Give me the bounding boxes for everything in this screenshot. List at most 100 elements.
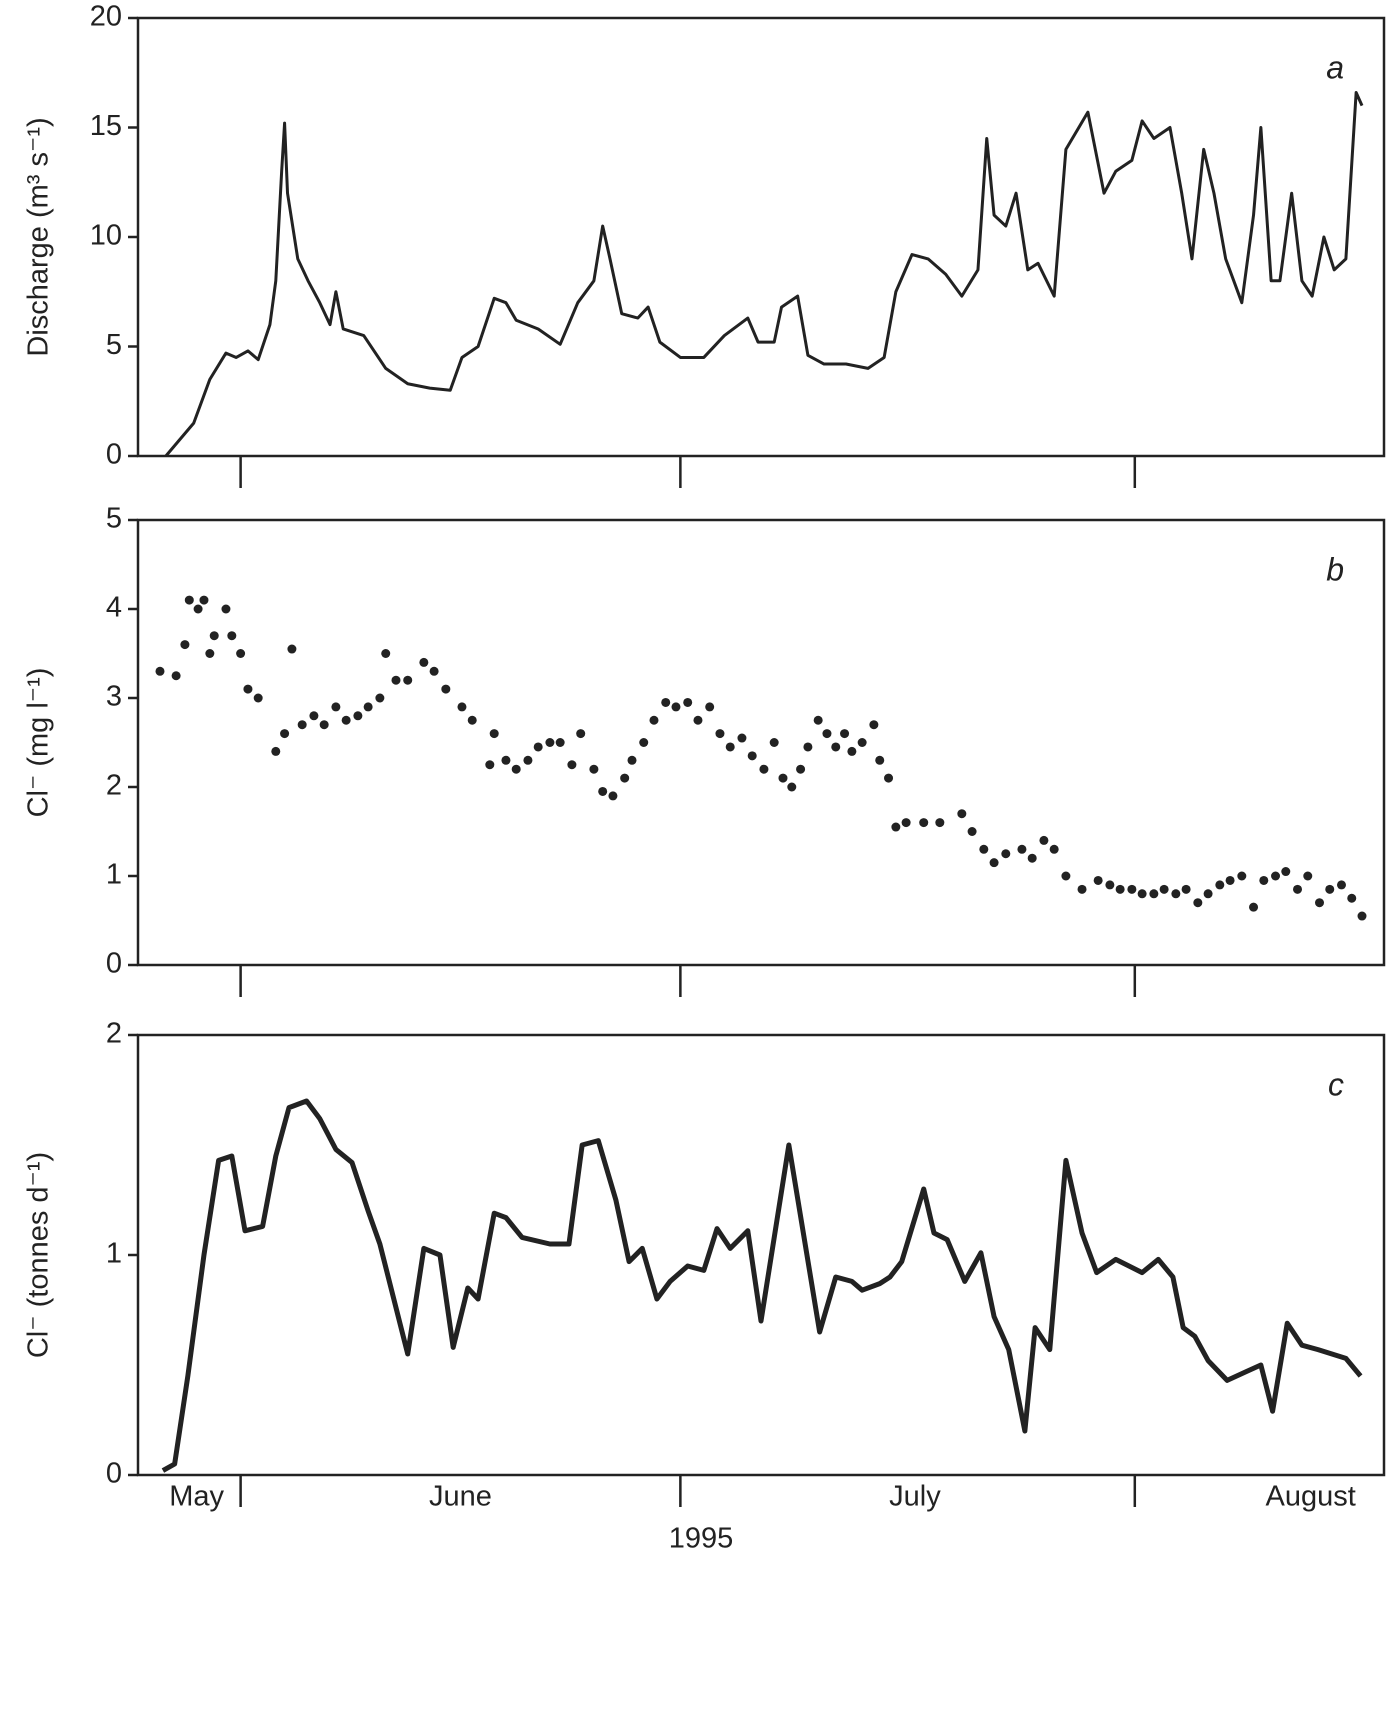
y-tick-label: 20 xyxy=(90,1,122,33)
data-point xyxy=(1181,884,1191,894)
plot-frame xyxy=(136,16,1386,458)
data-point xyxy=(725,742,735,752)
data-point xyxy=(511,764,521,774)
data-point xyxy=(341,715,351,725)
data-point xyxy=(935,818,945,828)
data-point xyxy=(989,858,999,868)
data-point xyxy=(1171,889,1181,899)
data-point xyxy=(236,649,246,658)
data-point xyxy=(769,738,779,747)
data-point xyxy=(375,693,385,703)
data-point xyxy=(227,631,237,641)
panel-letter: b xyxy=(1326,551,1344,587)
data-point xyxy=(759,764,769,774)
y-axis-label: Cl⁻ (tonnes d⁻¹) xyxy=(23,1152,55,1358)
data-point xyxy=(319,720,329,730)
data-point xyxy=(1347,893,1357,903)
data-point xyxy=(243,684,253,694)
data-point xyxy=(1049,844,1059,854)
data-point xyxy=(419,657,429,667)
data-point xyxy=(715,729,725,739)
y-tick-label: 5 xyxy=(106,329,122,361)
x-tick-label: June xyxy=(429,1481,492,1513)
data-point xyxy=(280,729,290,739)
data-point xyxy=(957,809,967,819)
data-point xyxy=(523,755,533,765)
panel-letter: a xyxy=(1326,49,1344,85)
data-point xyxy=(919,818,929,828)
data-point xyxy=(847,746,857,756)
data-point xyxy=(1115,884,1125,894)
data-point xyxy=(205,649,215,658)
data-point xyxy=(1077,884,1087,894)
data-point xyxy=(576,729,586,739)
data-point xyxy=(180,640,190,650)
data-point xyxy=(683,697,693,707)
y-tick-label: 0 xyxy=(106,439,122,471)
data-point xyxy=(199,595,209,605)
data-point xyxy=(1017,844,1027,854)
data-point xyxy=(221,604,231,614)
data-point xyxy=(441,684,451,694)
data-point xyxy=(1336,880,1346,890)
data-point xyxy=(875,755,885,765)
y-tick-label: 3 xyxy=(106,681,122,713)
data-point xyxy=(967,827,977,836)
data-point xyxy=(193,604,203,614)
data-point xyxy=(297,720,307,730)
data-line xyxy=(164,90,1364,457)
data-point xyxy=(1137,889,1147,899)
data-point xyxy=(155,666,165,676)
data-point xyxy=(796,764,806,774)
data-point xyxy=(1357,911,1367,921)
data-point xyxy=(598,786,608,796)
data-point xyxy=(589,764,599,774)
data-point xyxy=(778,773,788,783)
data-point xyxy=(901,818,911,828)
data-point xyxy=(884,773,894,783)
data-point xyxy=(403,675,413,685)
data-point xyxy=(533,742,543,752)
y-tick-label: 1 xyxy=(106,859,122,891)
data-point xyxy=(891,822,901,832)
data-point xyxy=(1027,853,1037,863)
y-tick-label: 4 xyxy=(106,592,122,624)
data-point xyxy=(840,729,850,739)
data-point xyxy=(1259,875,1269,885)
data-point xyxy=(457,702,467,712)
x-axis-label: 1995 xyxy=(669,1523,734,1555)
data-point xyxy=(467,715,477,725)
data-point xyxy=(661,697,671,707)
data-point xyxy=(287,644,297,654)
y-tick-label: 2 xyxy=(106,1018,122,1050)
data-point xyxy=(737,733,747,743)
data-point xyxy=(627,755,637,765)
y-axis-label: Cl⁻ (mg l⁻¹) xyxy=(23,668,55,818)
data-point xyxy=(381,649,391,658)
data-point xyxy=(485,760,495,770)
data-point xyxy=(787,782,797,792)
data-point xyxy=(429,666,439,676)
data-point xyxy=(1249,902,1259,912)
data-point xyxy=(1203,889,1213,899)
data-point xyxy=(822,729,832,739)
data-point xyxy=(803,742,813,752)
data-point xyxy=(1127,884,1137,894)
data-point xyxy=(1149,889,1159,899)
y-tick-label: 10 xyxy=(90,220,122,252)
data-point xyxy=(1193,898,1203,908)
data-point xyxy=(545,738,555,747)
data-point xyxy=(489,729,499,739)
data-point xyxy=(1093,875,1103,885)
y-tick-label: 0 xyxy=(106,948,122,980)
data-point xyxy=(1225,875,1235,885)
data-point xyxy=(1325,884,1335,894)
data-point xyxy=(831,742,841,752)
data-point xyxy=(693,715,703,725)
data-point xyxy=(184,595,194,605)
data-point xyxy=(353,711,363,721)
panel-letter: c xyxy=(1328,1066,1344,1102)
data-point xyxy=(1105,880,1115,890)
data-point xyxy=(1237,871,1247,881)
